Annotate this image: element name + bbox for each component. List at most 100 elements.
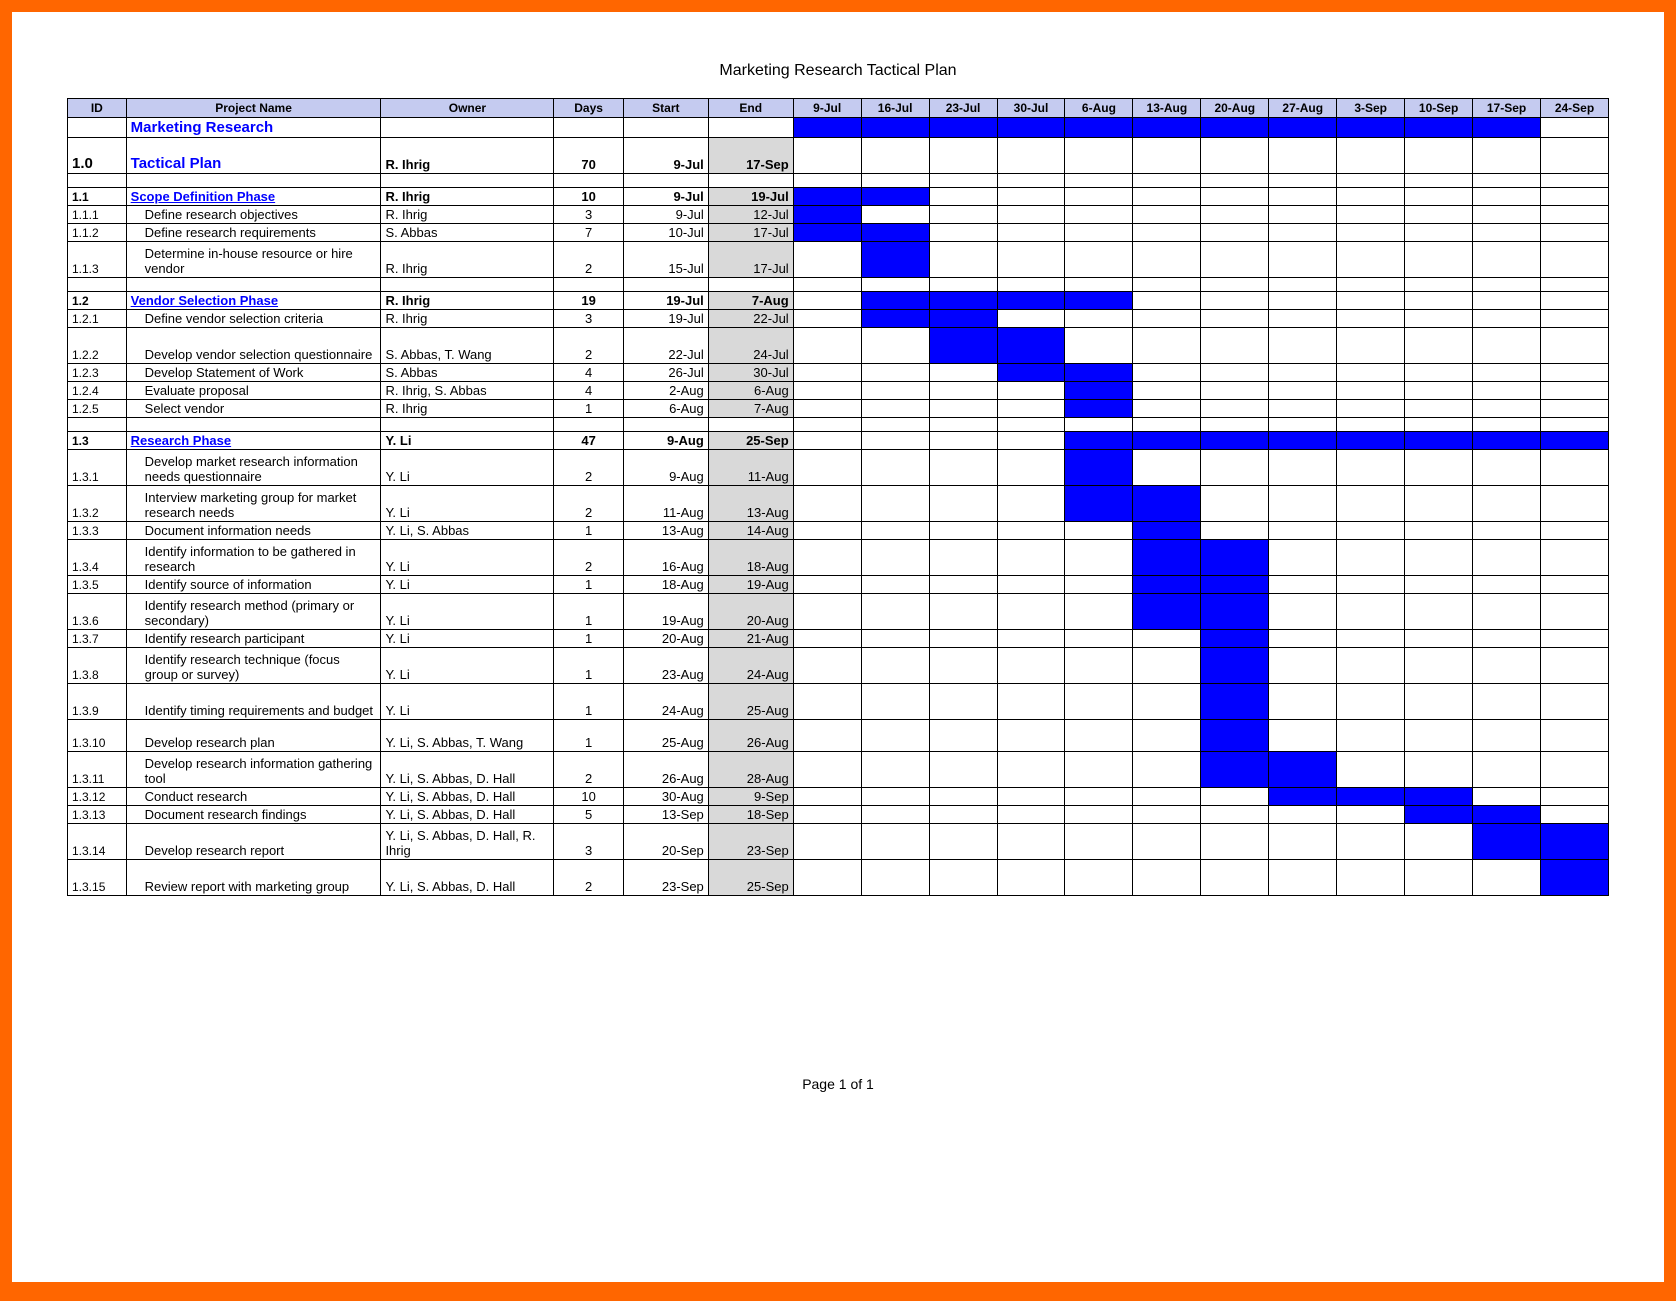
gantt-cell [1337,684,1405,720]
gantt-cell [1541,206,1609,224]
gantt-cell [1405,684,1473,720]
column-header: 24-Sep [1541,99,1609,118]
gantt-cell [1405,788,1473,806]
cell-end: 13-Aug [708,486,793,522]
cell-project-name: Develop research plan [126,720,381,752]
spacer-cell [126,278,381,292]
cell-owner: Y. Li [381,432,554,450]
column-header: Project Name [126,99,381,118]
gantt-cell [1201,206,1269,224]
gantt-cell [1541,364,1609,382]
cell-start: 15-Jul [623,242,708,278]
cell-start: 13-Sep [623,806,708,824]
gantt-cell [1473,752,1541,788]
cell-owner: Y. Li [381,648,554,684]
cell-end: 30-Jul [708,364,793,382]
gantt-cell [1337,364,1405,382]
table-header-row: IDProject NameOwnerDaysStartEnd9-Jul16-J… [68,99,1609,118]
gantt-cell [793,720,861,752]
gantt-cell [1473,522,1541,540]
cell-days: 1 [554,594,623,630]
gantt-cell [861,382,929,400]
gantt-cell [1473,824,1541,860]
gantt-cell [1065,382,1133,400]
gantt-cell [929,806,997,824]
gantt-cell [1405,824,1473,860]
gantt-cell [1405,224,1473,242]
gantt-cell [793,206,861,224]
gantt-cell [1541,188,1609,206]
gantt-cell [997,806,1065,824]
gantt-cell [997,720,1065,752]
gantt-cell [1473,138,1541,174]
spacer-cell [1405,418,1473,432]
gantt-cell [861,224,929,242]
cell-end: 12-Jul [708,206,793,224]
cell-end: 20-Aug [708,594,793,630]
spacer-cell [623,174,708,188]
gantt-cell [1133,684,1201,720]
gantt-cell [1269,364,1337,382]
gantt-cell [1065,648,1133,684]
gantt-cell [1201,450,1269,486]
gantt-cell [1065,400,1133,418]
cell-days: 3 [554,206,623,224]
gantt-cell [1473,328,1541,364]
gantt-cell [793,752,861,788]
gantt-cell [1201,224,1269,242]
gantt-cell [1133,860,1201,896]
gantt-cell [1541,522,1609,540]
gantt-cell [1541,224,1609,242]
spacer-cell [929,278,997,292]
cell-end: 7-Aug [708,292,793,310]
gantt-cell [1405,630,1473,648]
spacer-cell [1473,278,1541,292]
spacer-cell [126,174,381,188]
cell-id: 1.3.4 [68,540,127,576]
cell-end: 25-Sep [708,860,793,896]
cell-end: 26-Aug [708,720,793,752]
gantt-cell [1201,382,1269,400]
cell-project-name: Tactical Plan [126,138,381,174]
gantt-cell [1337,206,1405,224]
cell-project-name: Develop Statement of Work [126,364,381,382]
spacer-cell [997,278,1065,292]
cell-start: 11-Aug [623,486,708,522]
gantt-cell [861,138,929,174]
gantt-cell [997,364,1065,382]
gantt-cell [997,630,1065,648]
gantt-cell [1337,648,1405,684]
cell-id: 1.3.2 [68,486,127,522]
gantt-cell [1201,594,1269,630]
column-header: Start [623,99,708,118]
cell-end: 22-Jul [708,310,793,328]
gantt-cell [929,206,997,224]
column-header: 6-Aug [1065,99,1133,118]
cell-start: 2-Aug [623,382,708,400]
gantt-cell [997,486,1065,522]
spacer-cell [708,278,793,292]
gantt-cell [997,860,1065,896]
gantt-cell [1405,188,1473,206]
cell-end: 9-Sep [708,788,793,806]
spacer-cell [381,278,554,292]
spacer-cell [861,278,929,292]
gantt-cell [861,450,929,486]
cell-end: 6-Aug [708,382,793,400]
cell-id: 1.3.14 [68,824,127,860]
spacer-cell [623,418,708,432]
gantt-cell [793,310,861,328]
gantt-cell [861,486,929,522]
gantt-cell [1473,188,1541,206]
gantt-cell [793,328,861,364]
gantt-cell [929,752,997,788]
gantt-cell [1337,310,1405,328]
cell-project-name: Interview marketing group for market res… [126,486,381,522]
cell-owner: Y. Li, S. Abbas, D. Hall [381,752,554,788]
gantt-cell [1065,138,1133,174]
gantt-cell [997,432,1065,450]
cell-id: 1.2.1 [68,310,127,328]
cell-end: 21-Aug [708,630,793,648]
spacer-cell [1473,174,1541,188]
gantt-cell [1133,522,1201,540]
